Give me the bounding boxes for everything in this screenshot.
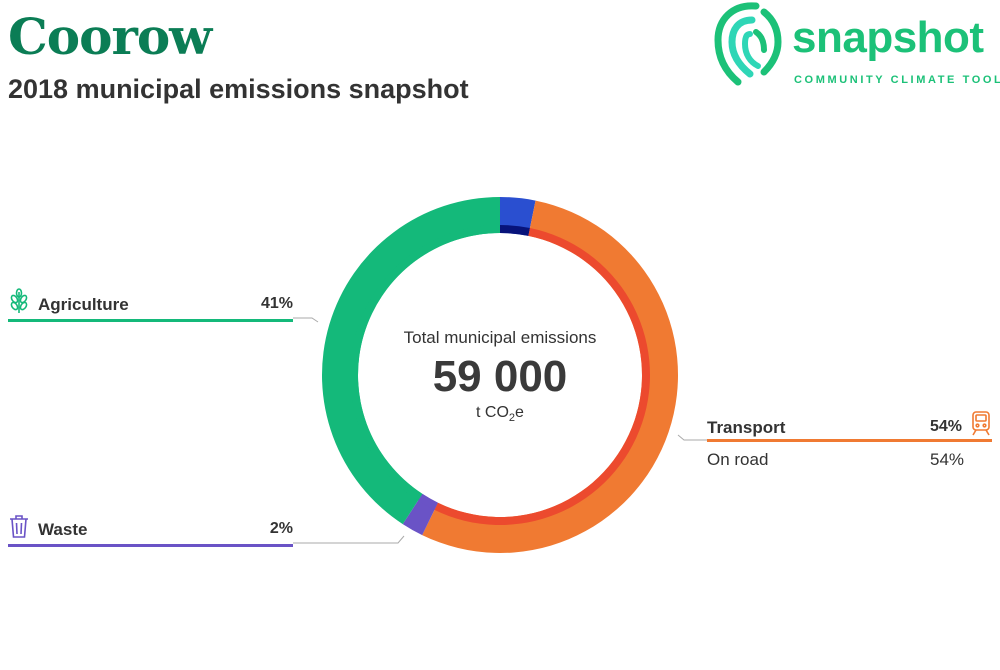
legend-agriculture-line [8, 319, 293, 322]
legend-waste-label: Waste [38, 520, 88, 539]
legend-agriculture-label: Agriculture [38, 295, 129, 314]
fingerprint-logo-icon [714, 2, 782, 86]
page-subtitle: 2018 municipal emissions snapshot [8, 74, 469, 104]
total-emissions-label: Total municipal emissions [403, 328, 597, 347]
inner-slice-stationary-energy-subsector [500, 225, 530, 236]
wheat-icon [10, 288, 28, 313]
legend-transport-label: Transport [707, 418, 786, 437]
total-emissions-unit: t CO2e [476, 404, 524, 425]
legend-agriculture-percent: 41% [260, 295, 293, 312]
trash-bin-icon [10, 515, 28, 538]
legend-waste: Waste 2% [8, 515, 293, 547]
logo-wordmark: snapshot [792, 13, 984, 62]
waste-leader-line [293, 535, 405, 544]
legend-agriculture: Agriculture 41% [8, 288, 293, 322]
legend-transport: Transport 54% [707, 411, 992, 442]
logo-tagline: COMMUNITY CLIMATE TOOL [794, 74, 1000, 86]
inner-slice-waste [418, 493, 438, 510]
legend-transport-line [707, 439, 992, 442]
snapshot-logo: snapshot COMMUNITY CLIMATE TOOL [712, 0, 1000, 92]
legend-transport-percent: 54% [929, 418, 962, 435]
total-emissions-value: 59 000 [432, 352, 568, 401]
agriculture-leader-line [293, 317, 319, 323]
transport-leader-line [677, 434, 707, 441]
inner-ring [349, 225, 650, 526]
legend-on-road-percent: 54% [930, 450, 965, 469]
train-icon [972, 411, 990, 436]
legend-on-road-label: On road [707, 450, 769, 469]
legend-waste-line [8, 544, 293, 547]
page-title: Coorow [8, 7, 212, 66]
legend-waste-percent: 2% [269, 520, 293, 537]
